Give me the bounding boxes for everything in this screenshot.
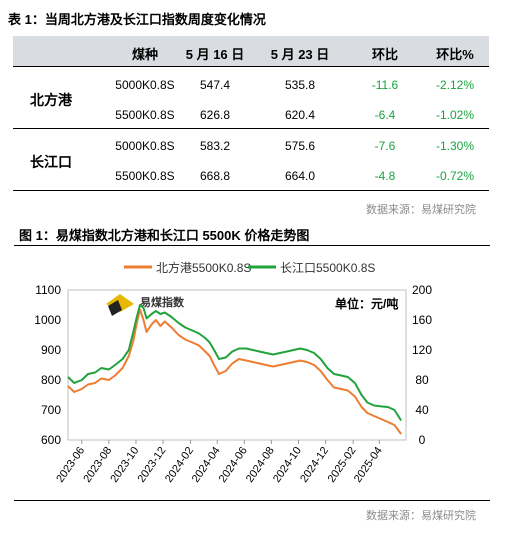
- group-name-north: 北方港: [30, 92, 72, 108]
- figure-title-rule: [14, 245, 490, 246]
- table-cell: 547.4: [199, 78, 231, 92]
- header-may23: 5 月 23 日: [270, 47, 330, 62]
- y-left-tick-label: 1100: [35, 283, 61, 297]
- price-chart: 北方港5500K0.8S 长江口5500K0.8S 单位：元/吨 易煤指数 60…: [34, 260, 432, 485]
- table-cell: 5000K0.8S: [115, 78, 175, 92]
- table-cell: -7.6: [374, 139, 396, 153]
- table-cell: 5000K0.8S: [115, 139, 175, 153]
- table-cell: -1.30%: [435, 139, 475, 153]
- series-line-north: [67, 308, 402, 435]
- logo-coal-icon: [108, 300, 122, 316]
- table-cell: -2.12%: [435, 78, 475, 92]
- figure-title: 图 1：易煤指数北方港和长江口 5500K 价格走势图: [19, 228, 310, 243]
- table-cell: 583.2: [199, 139, 231, 153]
- group-name-yangtze: 长江口: [30, 154, 72, 170]
- table-cell: 664.0: [284, 169, 316, 183]
- legend-label-north: 北方港5500K0.8S: [156, 260, 251, 275]
- table-cell: 668.8: [199, 169, 231, 183]
- y-left-tick-label: 1000: [34, 313, 61, 327]
- chart-legend: 北方港5500K0.8S 长江口5500K0.8S: [124, 260, 375, 275]
- table-cell: -11.6: [371, 78, 399, 92]
- table-cell: 535.8: [284, 78, 316, 92]
- series-layer: [67, 304, 402, 435]
- y-left-tick-label: 600: [41, 433, 61, 447]
- table-cell: 575.6: [284, 139, 316, 153]
- y-right-tick-label: 40: [415, 403, 429, 417]
- plot-frame: [67, 289, 407, 441]
- table-header-rule: [13, 66, 489, 67]
- y-right-tick-label: 80: [415, 373, 429, 387]
- table-cell: -0.72%: [435, 169, 475, 183]
- table-cell: -6.4: [374, 108, 396, 122]
- table-cell: -4.8: [374, 169, 396, 183]
- figure-source: 数据来源：易煤研究院: [366, 510, 476, 522]
- table-cell: -1.02%: [435, 108, 475, 122]
- table-cell: 626.8: [199, 108, 231, 122]
- y-right-tick-label: 0: [419, 433, 426, 447]
- header-pct: 环比%: [436, 47, 474, 62]
- table-cell: 620.4: [284, 108, 316, 122]
- table-group-rule: [13, 128, 489, 129]
- y-left-tick-label: 800: [41, 373, 61, 387]
- logo-text: 易煤指数: [140, 295, 185, 309]
- legend-label-yangtze: 长江口5500K0.8S: [280, 261, 375, 275]
- y-left-tick-label: 900: [41, 343, 61, 357]
- unit-label: 单位：元/吨: [335, 296, 398, 311]
- left-axis: 600 700 800 900 1000 1100: [34, 283, 61, 447]
- table-cell: 5500K0.8S: [115, 108, 175, 122]
- right-axis: 0 40 80 120 160 200: [412, 283, 432, 447]
- header-chg: 环比: [371, 47, 398, 62]
- y-right-tick-label: 160: [412, 313, 432, 327]
- series-line-yangtze: [67, 304, 402, 422]
- table-source: 数据来源：易煤研究院: [366, 204, 476, 216]
- table-bottom-rule: [13, 190, 489, 191]
- header-coal: 煤种: [131, 47, 158, 62]
- yimei-logo: 易煤指数: [106, 294, 185, 316]
- y-right-tick-label: 120: [412, 343, 432, 357]
- table-cell: 5500K0.8S: [115, 169, 175, 183]
- table-title: 表 1：当周北方港及长江口指数周度变化情况: [8, 12, 266, 27]
- y-left-tick-label: 700: [41, 403, 61, 417]
- x-axis: 2023-062023-082023-102023-122024-022024-…: [54, 440, 385, 485]
- y-right-tick-label: 200: [412, 283, 432, 297]
- header-may16: 5 月 16 日: [185, 47, 245, 62]
- figure-bottom-rule: [14, 500, 490, 501]
- table-header-row: [13, 36, 489, 66]
